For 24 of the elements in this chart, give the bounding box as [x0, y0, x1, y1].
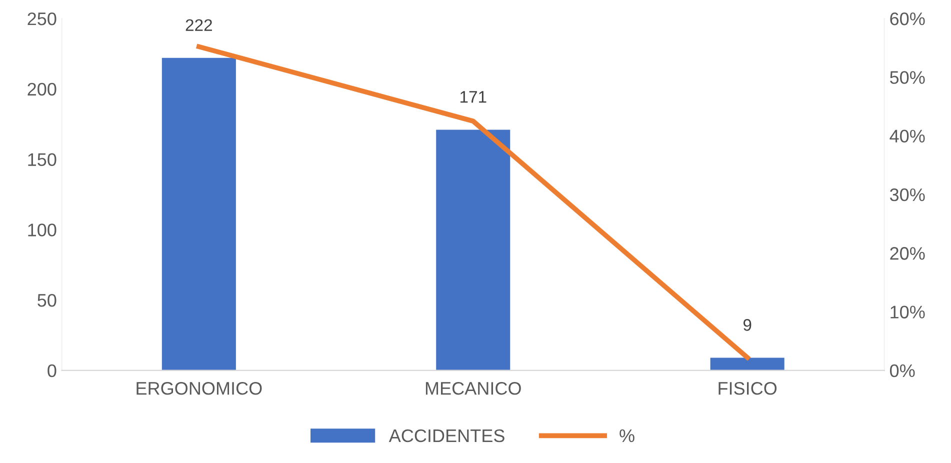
x-tick-label: MECANICO	[426, 382, 521, 395]
data-label: 9	[743, 319, 752, 331]
x-tick-label: ERGONOMICO	[136, 382, 262, 395]
bar	[436, 130, 510, 370]
y-tick-label: 50	[38, 294, 56, 307]
bar	[710, 358, 784, 370]
y-tick-label: 200	[28, 82, 56, 96]
y-tick-label: 0	[48, 364, 56, 378]
y2-tick-label: 0%	[890, 364, 915, 378]
y2-tick-label: 10%	[890, 306, 925, 318]
y-tick-label: 150	[28, 153, 56, 166]
legend-label: ACCIDENTES	[388, 429, 504, 442]
y-tick-label: 250	[28, 12, 56, 26]
y2-tick-label: 40%	[890, 130, 925, 143]
y2-tick-label: 30%	[890, 188, 925, 202]
legend-label: %	[620, 429, 634, 442]
y2-tick-label: 20%	[890, 247, 925, 260]
data-label: 222	[186, 19, 212, 31]
x-tick-label: FISICO	[718, 382, 777, 395]
bar	[162, 58, 236, 370]
y-tick-label: 100	[28, 224, 56, 236]
y2-tick-label: 60%	[890, 12, 925, 26]
y2-tick-label: 50%	[890, 71, 925, 84]
data-label: 171	[460, 91, 486, 103]
